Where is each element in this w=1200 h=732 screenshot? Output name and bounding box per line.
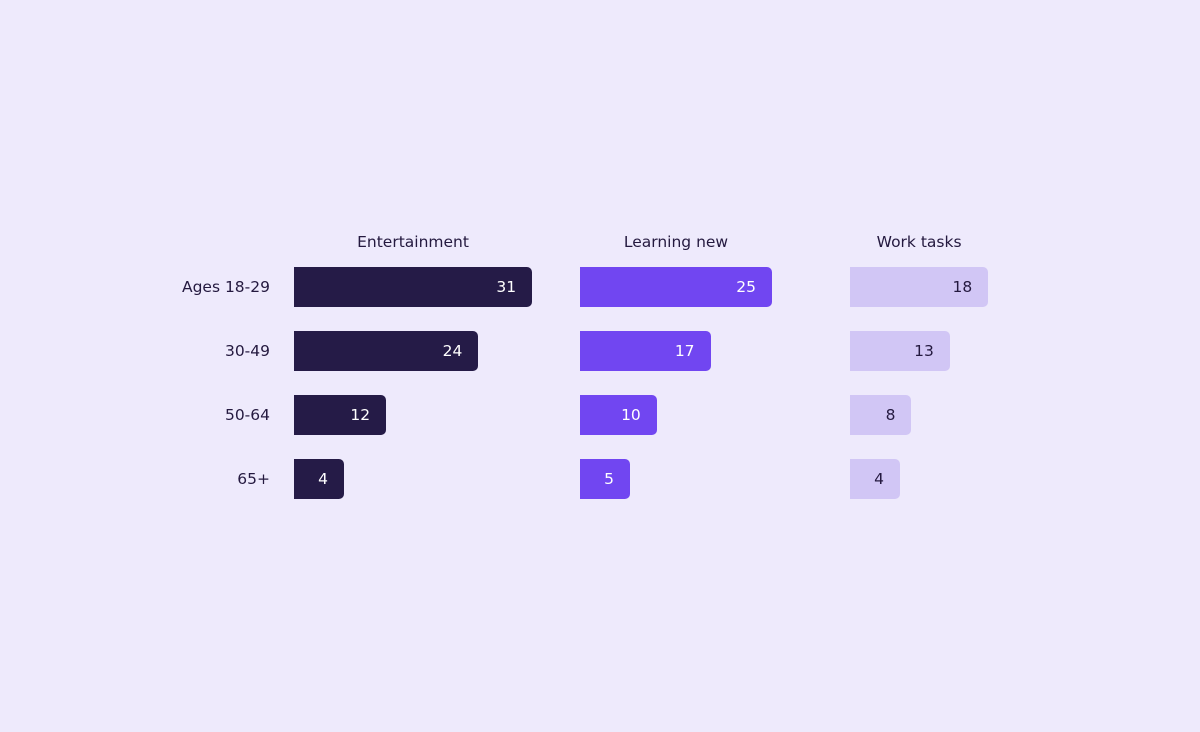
series-header: Learning new <box>623 233 729 251</box>
bar: 24 <box>294 331 479 371</box>
bar: 17 <box>580 331 711 371</box>
bar: 10 <box>580 395 657 435</box>
data-label: 12 <box>350 406 371 424</box>
bar: 18 <box>850 267 989 307</box>
data-label: 10 <box>621 406 641 424</box>
bar: 5 <box>580 459 630 499</box>
series-header: Work tasks <box>876 233 962 251</box>
data-label: 5 <box>604 470 614 488</box>
data-label: 8 <box>885 406 896 424</box>
category-label: 30-49 <box>224 342 270 360</box>
data-label: 24 <box>442 342 463 360</box>
bar: 12 <box>294 395 387 435</box>
bar: 25 <box>580 267 772 307</box>
bar: 13 <box>850 331 950 371</box>
category-label: 50-64 <box>224 406 270 424</box>
data-label: 17 <box>674 342 695 360</box>
data-label: 4 <box>318 470 328 488</box>
data-label: 25 <box>736 278 756 296</box>
bar: 4 <box>850 459 900 499</box>
data-label: 4 <box>874 470 884 488</box>
category-label: Ages 18-29 <box>181 278 270 296</box>
bar: 4 <box>294 459 344 499</box>
category-label: 65+ <box>237 470 270 488</box>
bar: 8 <box>850 395 912 435</box>
data-label: 13 <box>914 342 934 360</box>
series-header: Entertainment <box>357 233 469 251</box>
data-label: 31 <box>496 278 517 296</box>
data-label: 18 <box>952 278 973 296</box>
bar: 31 <box>294 267 533 307</box>
